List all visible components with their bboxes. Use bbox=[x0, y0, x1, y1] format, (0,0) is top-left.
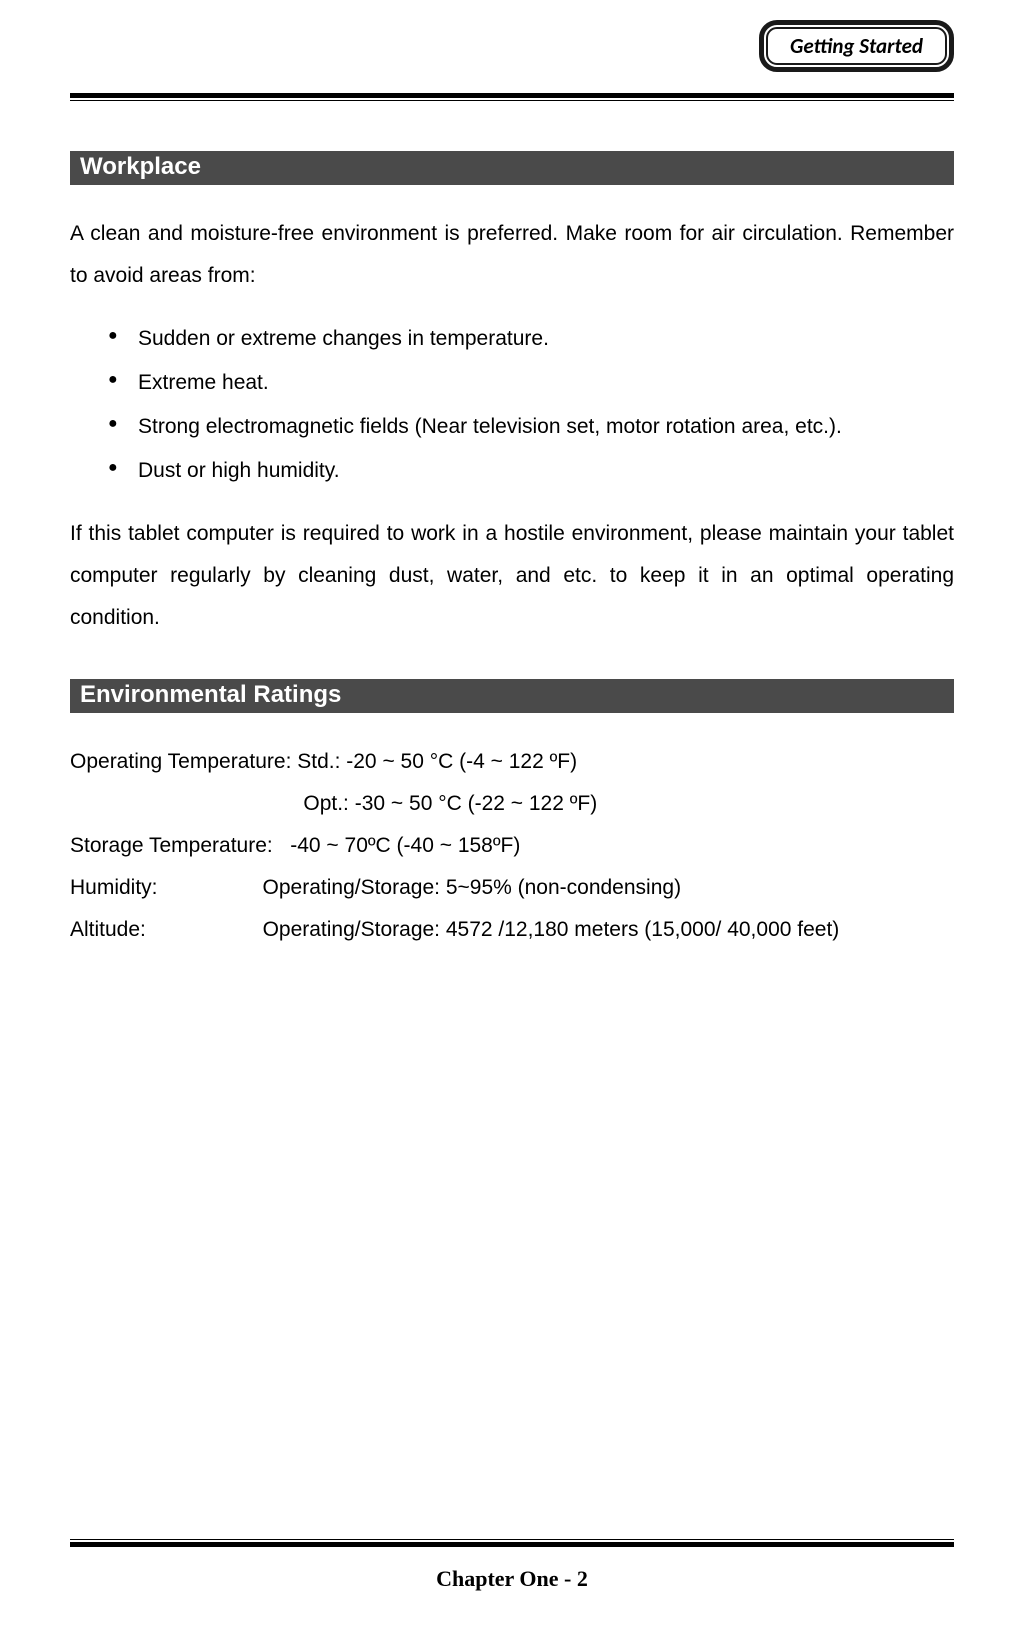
list-item: Dust or high humidity. bbox=[108, 451, 954, 491]
page-footer: Chapter One - 2 bbox=[0, 1566, 1024, 1592]
workplace-intro-text: A clean and moisture-free environment is… bbox=[70, 213, 954, 297]
workplace-bullet-list: Sudden or extreme changes in temperature… bbox=[108, 319, 954, 491]
list-item: Strong electromagnetic fields (Near tele… bbox=[108, 407, 954, 447]
spec-line: Operating Temperature: Std.: -20 ~ 50 °C… bbox=[70, 741, 954, 783]
header-badge-text: Getting Started bbox=[766, 27, 947, 65]
spec-line: Storage Temperature: -40 ~ 70ºC (-40 ~ 1… bbox=[70, 825, 954, 867]
header-badge: Getting Started bbox=[759, 20, 954, 72]
section-title-workplace: Workplace bbox=[70, 151, 954, 185]
header: Getting Started bbox=[70, 0, 954, 90]
top-horizontal-rule bbox=[70, 93, 954, 101]
spec-line: Opt.: -30 ~ 50 °C (-22 ~ 122 ºF) bbox=[70, 783, 954, 825]
list-item: Extreme heat. bbox=[108, 363, 954, 403]
section-title-environmental: Environmental Ratings bbox=[70, 679, 954, 713]
bottom-horizontal-rule bbox=[70, 1539, 954, 1547]
spec-line: Altitude: Operating/Storage: 4572 /12,18… bbox=[70, 909, 954, 951]
list-item: Sudden or extreme changes in temperature… bbox=[108, 319, 954, 359]
spec-line: Humidity: Operating/Storage: 5~95% (non-… bbox=[70, 867, 954, 909]
workplace-outro-text: If this tablet computer is required to w… bbox=[70, 513, 954, 639]
environmental-specs: Operating Temperature: Std.: -20 ~ 50 °C… bbox=[70, 741, 954, 951]
